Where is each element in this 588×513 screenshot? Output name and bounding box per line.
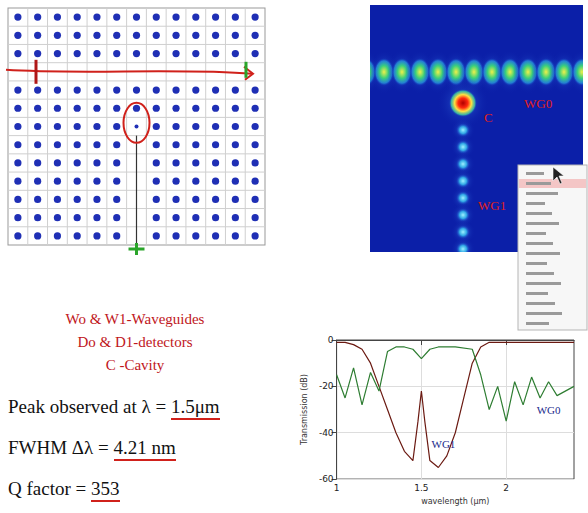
html-text:Peak observed at λ = 1.5μm: Peak observed at λ = 1.5μm	[8, 396, 220, 417]
svg-text:wavelength (µm): wavelength (µm)	[421, 497, 489, 506]
svg-text:WG1: WG1	[432, 438, 456, 450]
svg-text:-40: -40	[319, 428, 334, 438]
html-text:C -Cavity: C -Cavity	[105, 357, 165, 373]
svg-text:WG1: WG1	[478, 198, 506, 213]
svg-text:WG0: WG0	[524, 96, 552, 111]
svg-text:-20: -20	[319, 381, 334, 391]
html-text:Wo & W1-Waveguides: Wo & W1-Waveguides	[65, 311, 205, 327]
svg-text:WG0: WG0	[537, 404, 561, 416]
svg-text:1: 1	[334, 483, 340, 493]
html-text:FWHM Δλ = 4.21 nm: FWHM Δλ = 4.21 nm	[8, 437, 176, 458]
svg-text:-60: -60	[319, 474, 334, 484]
svg-text:2: 2	[503, 483, 509, 493]
html-text:Do & D1-detectors: Do & D1-detectors	[77, 334, 193, 350]
svg-text:1.5: 1.5	[414, 483, 428, 493]
svg-text:C: C	[484, 110, 493, 125]
svg-text:0: 0	[328, 335, 334, 345]
html-text:Q factor = 353: Q factor = 353	[8, 478, 120, 499]
svg-text:Transmission (dB): Transmission (dB)	[300, 374, 309, 446]
